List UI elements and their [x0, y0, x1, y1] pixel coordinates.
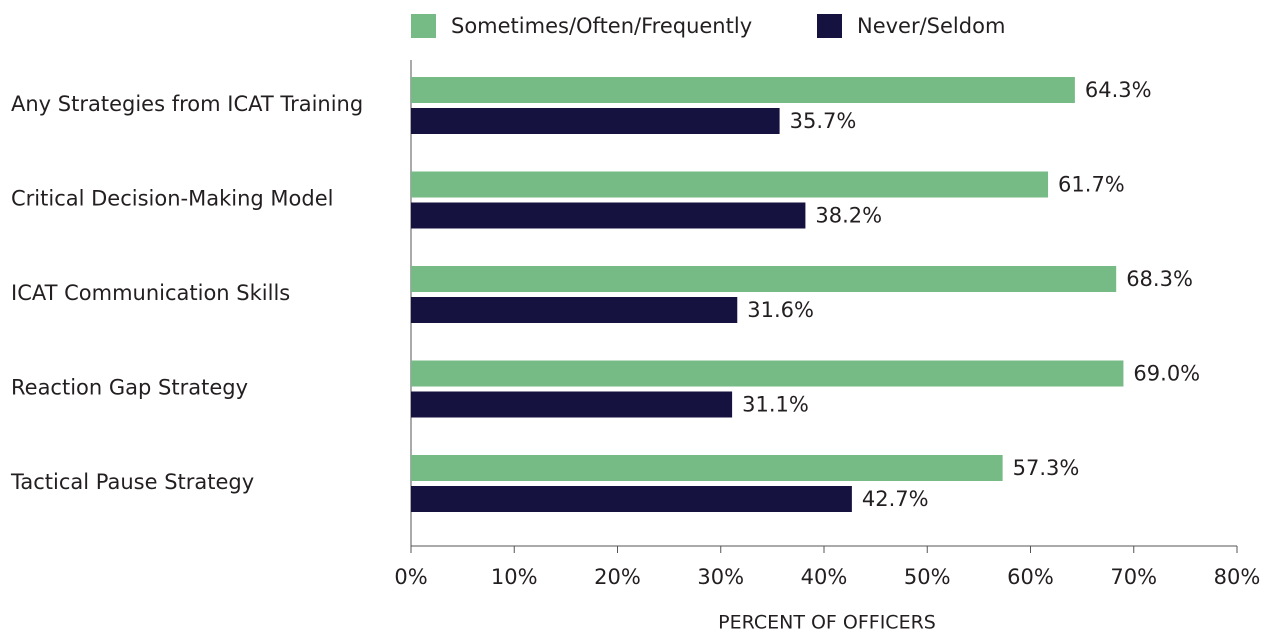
bar — [411, 266, 1117, 292]
legend-swatch — [411, 14, 436, 38]
value-label: 68.3% — [1126, 267, 1193, 291]
legend-swatch — [817, 14, 842, 38]
x-axis-title: PERCENT OF OFFICERS — [718, 612, 936, 632]
x-tick-label: 80% — [1214, 565, 1261, 589]
category-label: Tactical Pause Strategy — [10, 470, 254, 494]
value-label: 35.7% — [790, 109, 857, 133]
x-tick-label: 50% — [904, 565, 951, 589]
value-label: 38.2% — [815, 204, 882, 228]
bar — [411, 171, 1049, 198]
x-tick-label: 10% — [491, 565, 538, 589]
x-tick-label: 60% — [1007, 565, 1054, 589]
bar — [411, 391, 733, 418]
value-label: 31.1% — [742, 393, 809, 417]
value-label: 69.0% — [1133, 362, 1200, 386]
bar — [411, 360, 1124, 387]
category-label: ICAT Communication Skills — [11, 281, 290, 305]
bar — [411, 202, 806, 229]
value-label: 64.3% — [1085, 78, 1152, 102]
category-label: Any Strategies from ICAT Training — [11, 92, 363, 116]
legend-label: Never/Seldom — [857, 14, 1005, 38]
bar — [411, 455, 1003, 481]
bar — [411, 77, 1075, 103]
legend-label: Sometimes/Often/Frequently — [451, 14, 752, 38]
bar — [411, 297, 738, 323]
value-label: 31.6% — [747, 298, 814, 322]
bar — [411, 108, 780, 134]
category-label: Reaction Gap Strategy — [11, 376, 248, 400]
x-tick-label: 30% — [697, 565, 744, 589]
x-tick-label: 0% — [394, 565, 427, 589]
value-label: 57.3% — [1013, 456, 1080, 480]
value-label: 61.7% — [1058, 173, 1125, 197]
value-label: 42.7% — [862, 487, 929, 511]
bar — [411, 486, 852, 512]
x-tick-label: 20% — [594, 565, 641, 589]
x-tick-label: 70% — [1110, 565, 1157, 589]
x-tick-label: 40% — [801, 565, 848, 589]
category-label: Critical Decision-Making Model — [11, 187, 333, 211]
